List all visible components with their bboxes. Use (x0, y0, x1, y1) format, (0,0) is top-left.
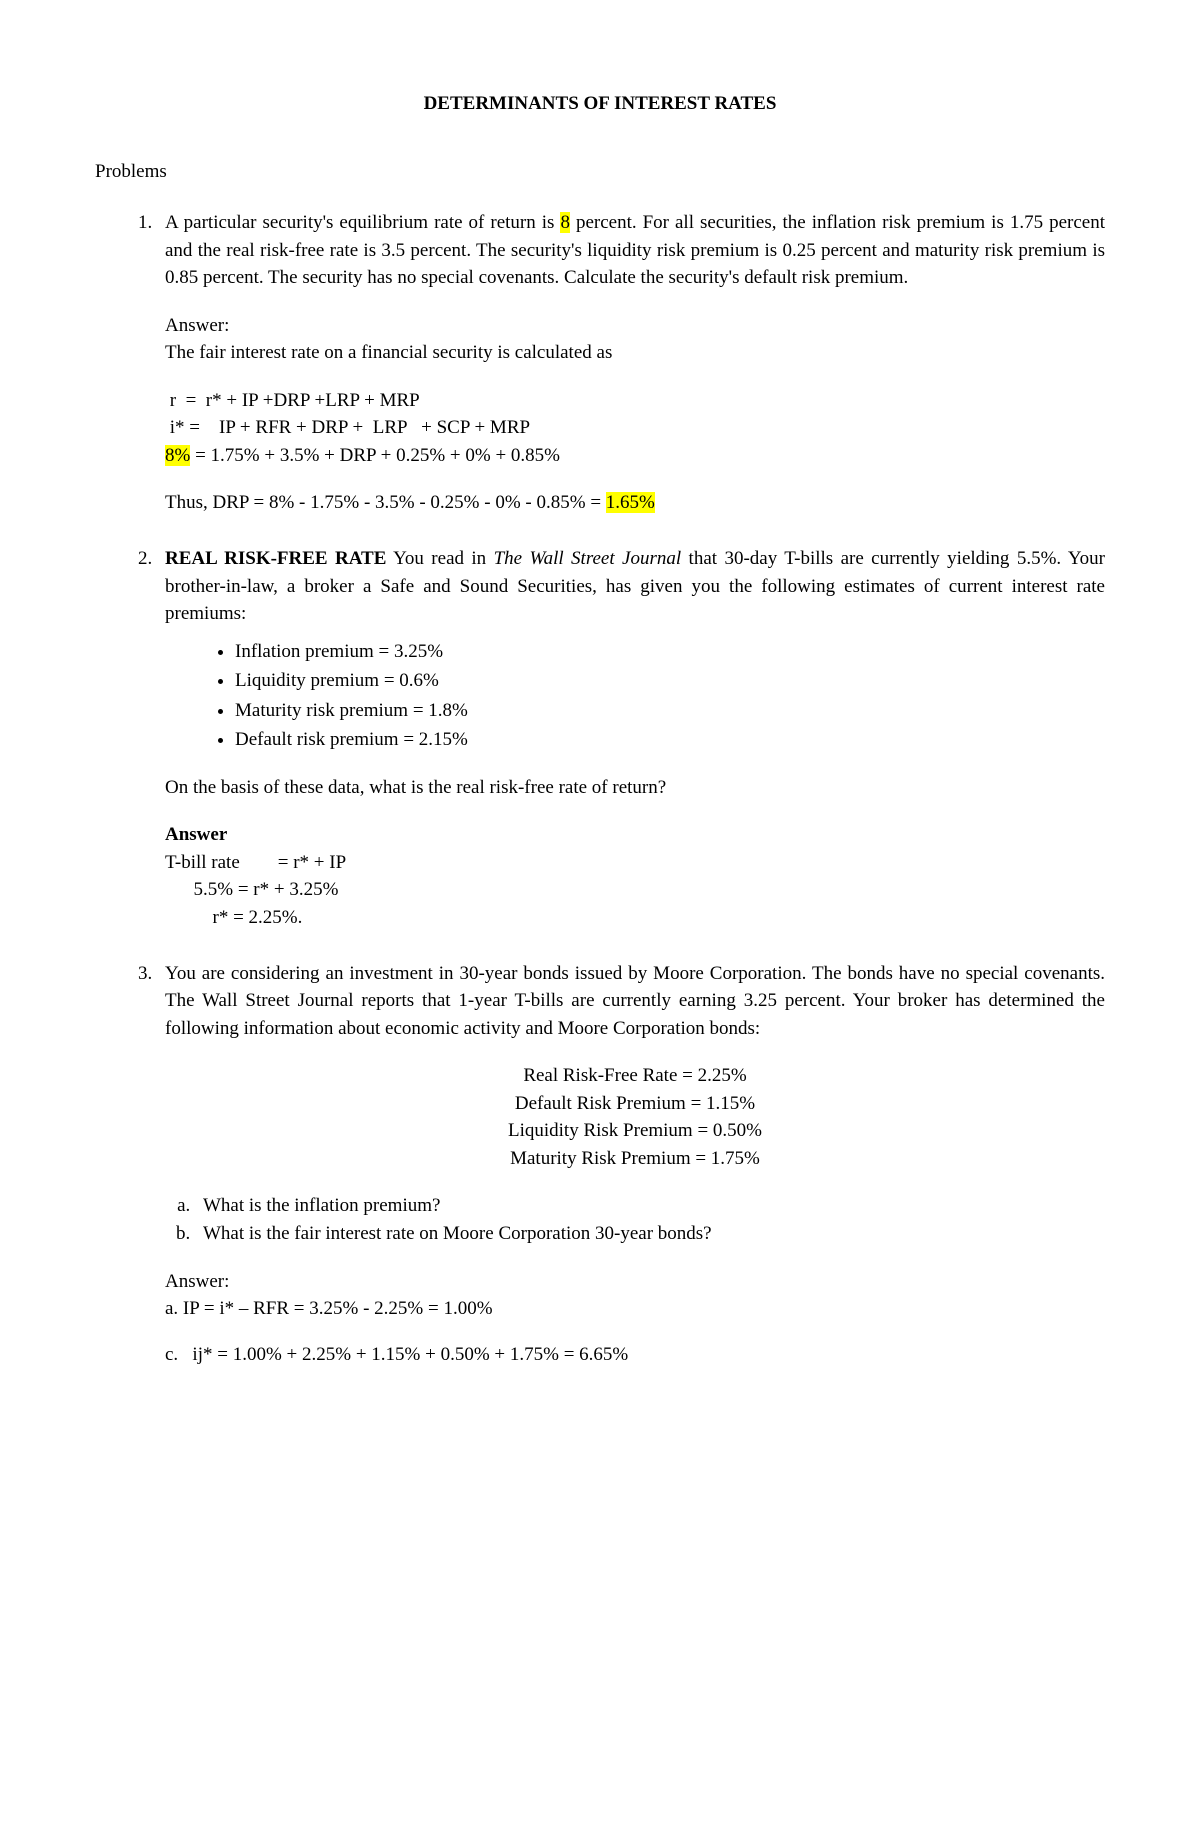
problem-2-question: On the basis of these data, what is the … (165, 774, 1105, 802)
answer-intro: The fair interest rate on a financial se… (165, 339, 1105, 367)
document-title: DETERMINANTS OF INTEREST RATES (95, 90, 1105, 118)
problem-2-answer: Answer T-bill rate = r* + IP 5.5% = r* +… (165, 821, 1105, 931)
p2-ans-line2: 5.5% = r* + 3.25% (165, 876, 1105, 904)
p3-ans-c: c. ij* = 1.00% + 2.25% + 1.15% + 0.50% +… (165, 1341, 1105, 1369)
problem-2: REAL RISK-FREE RATE You read in The Wall… (157, 545, 1105, 932)
equation-istar: i* = IP + RFR + DRP + LRP + SCP + MRP (165, 414, 1105, 442)
center-mrp: Maturity Risk Premium = 1.75% (165, 1145, 1105, 1173)
bullet-maturity: Maturity risk premium = 1.8% (235, 697, 1105, 725)
highlight-165: 1.65% (606, 492, 655, 513)
subpart-a: What is the inflation premium? (195, 1192, 1105, 1220)
problem-1-answer-block: Answer: The fair interest rate on a fina… (165, 312, 1105, 367)
spacer (165, 1323, 1105, 1341)
problem-3: You are considering an investment in 30-… (157, 960, 1105, 1369)
problem-2-heading: REAL RISK-FREE RATE (165, 548, 386, 569)
highlight-8pct: 8% (165, 445, 190, 466)
thus-pre: Thus, DRP = 8% - 1.75% - 3.5% - 0.25% - … (165, 492, 606, 513)
answer-label-2: Answer (165, 821, 1105, 849)
equation-8pct: 8% = 1.75% + 3.5% + DRP + 0.25% + 0% + 0… (165, 442, 1105, 470)
problem-2-bullets: Inflation premium = 3.25% Liquidity prem… (165, 638, 1105, 754)
subpart-b: What is the fair interest rate on Moore … (195, 1220, 1105, 1248)
problem-list: A particular security's equilibrium rate… (95, 209, 1105, 1368)
problem-3-body: You are considering an investment in 30-… (165, 963, 1105, 1039)
highlight-8: 8 (560, 212, 570, 233)
p2-ans-line3: r* = 2.25%. (165, 904, 1105, 932)
problem-2-italic: The Wall Street Journal (494, 548, 682, 569)
problem-1-thus: Thus, DRP = 8% - 1.75% - 3.5% - 0.25% - … (165, 489, 1105, 517)
equation-r: r = r* + IP +DRP +LRP + MRP (165, 387, 1105, 415)
document-page: DETERMINANTS OF INTEREST RATES Problems … (0, 0, 1200, 1596)
problem-1: A particular security's equilibrium rate… (157, 209, 1105, 517)
problem-3-answer: Answer: a. IP = i* – RFR = 3.25% - 2.25%… (165, 1268, 1105, 1369)
problem-3-subparts: What is the inflation premium? What is t… (165, 1192, 1105, 1247)
answer-label: Answer: (165, 312, 1105, 340)
equation-8pct-rest: = 1.75% + 3.5% + DRP + 0.25% + 0% + 0.85… (190, 445, 560, 466)
answer-label-3: Answer: (165, 1268, 1105, 1296)
center-lrp: Liquidity Risk Premium = 0.50% (165, 1117, 1105, 1145)
p2-ans-line1: T-bill rate = r* + IP (165, 849, 1105, 877)
problem-3-center-block: Real Risk-Free Rate = 2.25% Default Risk… (165, 1062, 1105, 1172)
p3-ans-a: a. IP = i* – RFR = 3.25% - 2.25% = 1.00% (165, 1295, 1105, 1323)
center-rfr: Real Risk-Free Rate = 2.25% (165, 1062, 1105, 1090)
center-drp: Default Risk Premium = 1.15% (165, 1090, 1105, 1118)
problem-1-equations: r = r* + IP +DRP +LRP + MRP i* = IP + RF… (165, 387, 1105, 470)
problem-1-text-pre: A particular security's equilibrium rate… (165, 212, 560, 233)
section-label: Problems (95, 158, 1105, 186)
bullet-inflation: Inflation premium = 3.25% (235, 638, 1105, 666)
problem-2-pre: You read in (386, 548, 493, 569)
bullet-liquidity: Liquidity premium = 0.6% (235, 667, 1105, 695)
bullet-default: Default risk premium = 2.15% (235, 726, 1105, 754)
